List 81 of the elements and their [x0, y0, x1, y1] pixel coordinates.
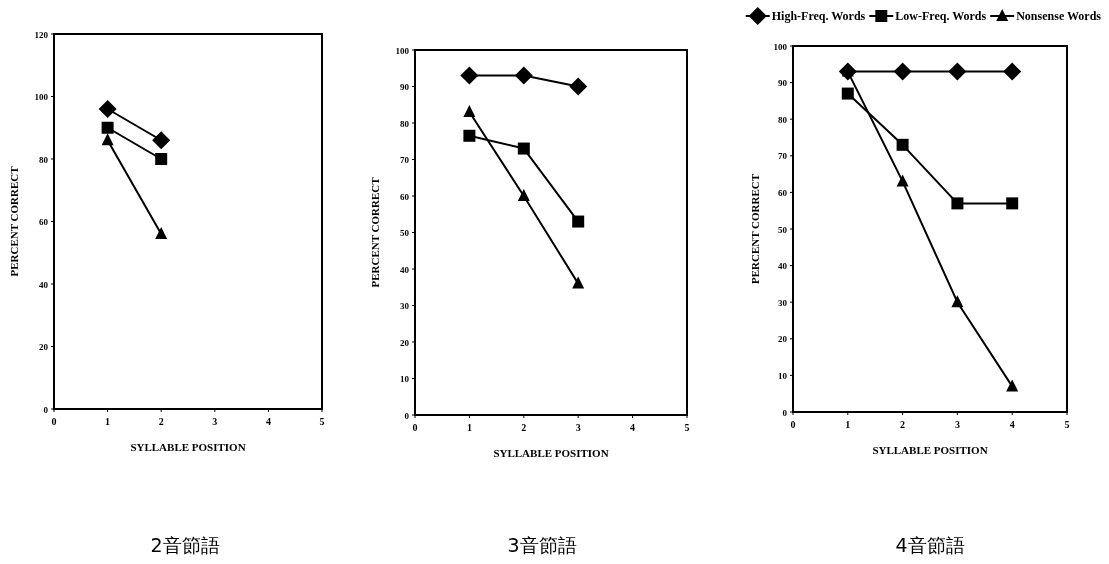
- point: [98, 100, 117, 118]
- y-tick-label: 20: [778, 334, 788, 345]
- y-tick-label: 50: [778, 224, 788, 235]
- y-axis-title: PERCENT CORRECT: [749, 173, 761, 285]
- point: [569, 77, 588, 96]
- x-tick-label: 5: [319, 416, 325, 427]
- point: [1003, 62, 1022, 81]
- point: [463, 129, 476, 142]
- point: [517, 142, 530, 155]
- x-tick-label: 2: [158, 416, 164, 427]
- point: [460, 66, 479, 85]
- x-tick-label: 5: [1064, 419, 1070, 430]
- point: [893, 62, 912, 81]
- y-tick-label: 30: [400, 301, 410, 311]
- point: [463, 105, 476, 118]
- y-tick-label: 20: [400, 337, 410, 348]
- y-tick-label: 60: [39, 217, 49, 227]
- x-tick-label: 2: [900, 419, 906, 430]
- x-tick-label: 2: [521, 422, 527, 433]
- x-tick-label: 1: [105, 416, 111, 427]
- y-tick-label: 40: [778, 261, 788, 272]
- y-tick-label: 60: [778, 187, 788, 198]
- y-tick-label: 40: [400, 264, 410, 275]
- text: 3音節語: [507, 534, 577, 556]
- point: [517, 189, 530, 201]
- point: [951, 295, 964, 308]
- y-tick-label: 90: [778, 78, 788, 89]
- y-tick-label: 80: [400, 118, 410, 129]
- point: [572, 276, 585, 289]
- y-tick-label: 80: [39, 154, 49, 165]
- x-tick-label: 0: [412, 422, 418, 433]
- y-tick-label: 0: [782, 407, 788, 418]
- x-axis-title: SYLLABLE POSITION: [872, 444, 988, 456]
- x-tick-label: 1: [466, 422, 472, 433]
- y-tick-label: 100: [773, 41, 788, 52]
- x-tick-label: 3: [954, 419, 960, 430]
- text: 4音節語: [895, 534, 965, 556]
- x-tick-label: 5: [684, 422, 690, 433]
- x-tick-label: 4: [630, 422, 636, 433]
- x-tick-label: 1: [845, 419, 851, 430]
- y-tick-label: 100: [395, 45, 410, 56]
- point: [155, 153, 168, 165]
- x-tick-label: 0: [51, 416, 57, 427]
- y-tick-label: 60: [400, 191, 410, 202]
- y-tick-label: 40: [39, 279, 49, 290]
- y-axis-title: PERCENT CORRECT: [8, 165, 20, 277]
- y-tick-label: 10: [778, 370, 788, 381]
- x-tick-label: 3: [575, 422, 581, 433]
- x-tick-label: 4: [1009, 419, 1015, 430]
- y-tick-label: 80: [778, 114, 788, 125]
- point: [101, 121, 114, 134]
- y-tick-label: 70: [778, 151, 788, 162]
- x-tick-label: 4: [265, 416, 271, 427]
- point: [1006, 197, 1019, 210]
- y-tick-label: 30: [778, 297, 788, 308]
- legend-label: Nonsense Words: [1016, 9, 1102, 23]
- point: [896, 138, 909, 151]
- x-axis-title: SYLLABLE POSITION: [130, 441, 246, 453]
- x-tick-label: 0: [790, 419, 796, 430]
- y-tick-label: 100: [34, 92, 49, 102]
- point: [951, 197, 964, 210]
- y-axis-title: PERCENT CORRECT: [369, 176, 381, 288]
- point: [152, 131, 171, 150]
- y-tick-label: 90: [400, 82, 410, 92]
- x-axis-title: SYLLABLE POSITION: [493, 447, 609, 459]
- legend-label: Low-Freq. Words: [895, 9, 987, 23]
- point: [514, 66, 533, 85]
- y-tick-label: 10: [400, 374, 410, 384]
- y-tick-label: 20: [39, 342, 49, 352]
- y-tick-label: 50: [400, 228, 410, 238]
- point: [1006, 379, 1019, 392]
- point: [572, 215, 585, 228]
- x-tick-label: 3: [212, 416, 218, 427]
- point: [948, 62, 967, 81]
- y-tick-label: 0: [43, 404, 49, 415]
- point: [841, 87, 854, 100]
- y-tick-label: 70: [400, 155, 410, 165]
- text: 2音節語: [150, 534, 220, 556]
- point: [896, 174, 909, 187]
- legend-label: High-Freq. Words: [771, 9, 866, 23]
- y-tick-label: 120: [34, 29, 49, 40]
